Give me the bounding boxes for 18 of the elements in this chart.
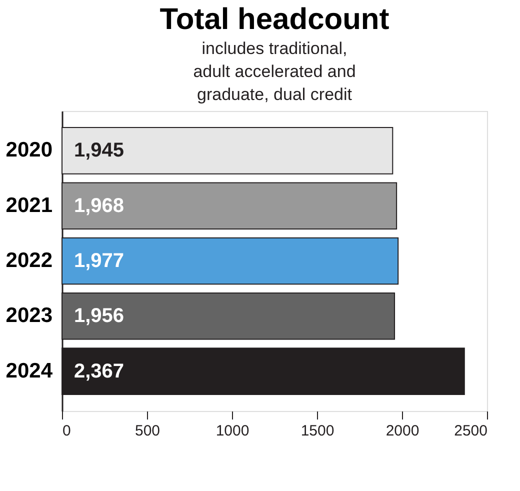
y-tick-label: 2024 (6, 359, 53, 382)
x-tick-label: 500 (134, 422, 160, 440)
y-tick-label: 2021 (6, 194, 53, 217)
y-tick-label: 2022 (6, 249, 52, 272)
data-label: 1,956 (74, 305, 124, 328)
data-label: 2,367 (74, 360, 124, 382)
x-tick-label: 2000 (386, 422, 420, 440)
y-tick-label: 2023 (6, 304, 52, 328)
chart-title: Total headcount (160, 3, 390, 36)
data-label: 1,977 (74, 250, 124, 272)
y-tick-label: 2020 (6, 138, 52, 162)
chart-subtitle: includes traditional, adult accelerated and graduate, dual credit (193, 39, 356, 104)
x-tick-label: 0 (62, 422, 71, 440)
x-tick-label: 2500 (454, 422, 488, 440)
data-label: 1,945 (74, 140, 124, 162)
x-tick-label: 1000 (216, 422, 250, 440)
data-label: 1,968 (74, 194, 124, 217)
x-tick-label: 1500 (300, 422, 334, 440)
